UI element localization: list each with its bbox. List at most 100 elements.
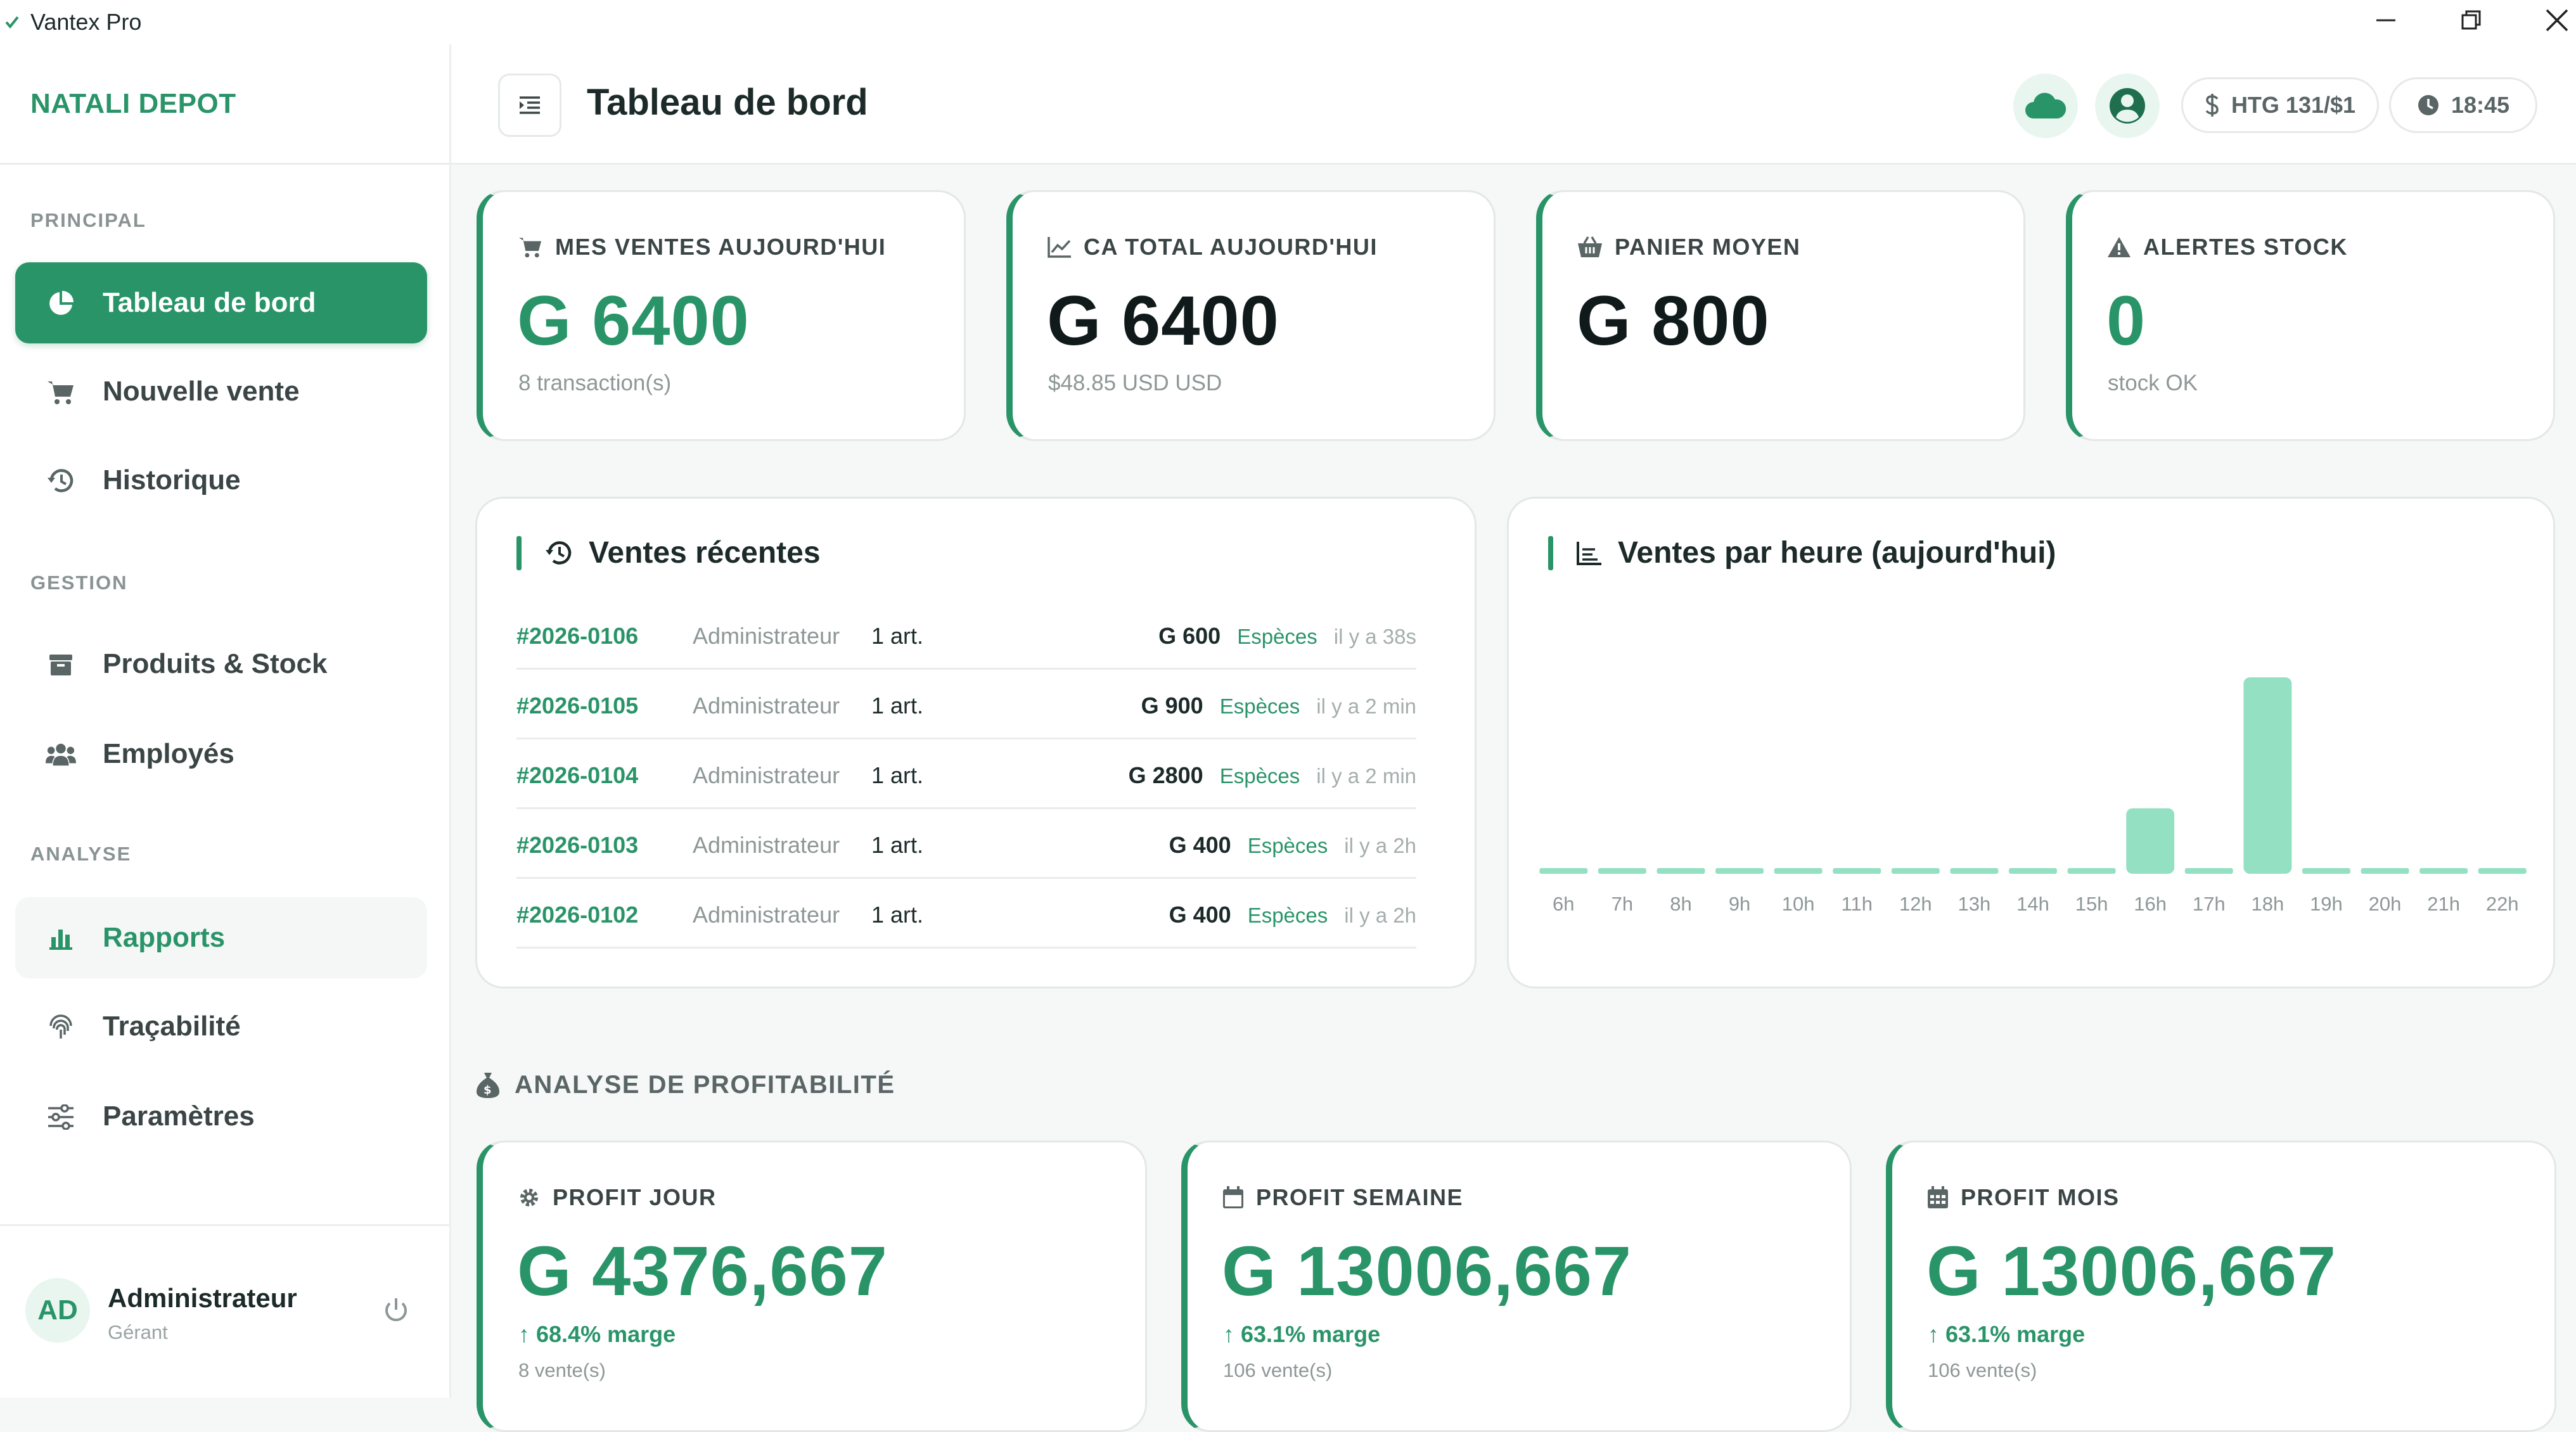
sidebar-item-rapports[interactable]: Rapports (15, 897, 427, 978)
sale-number[interactable]: #2026-0105 (516, 693, 639, 719)
chart-bar-17h (2184, 868, 2233, 874)
stat-label: CA TOTAL AUJOURD'HUI (1084, 234, 1378, 260)
cloud-sync-button[interactable] (2013, 74, 2078, 138)
user-account-button[interactable] (2095, 74, 2160, 138)
chart-tick-label: 7h (1612, 893, 1633, 915)
profit-margin: ↑ 63.1% marge (1223, 1321, 1380, 1348)
stat-label: ALERTES STOCK (2143, 234, 2348, 260)
sidebar-item-label: Rapports (103, 922, 226, 953)
chart-tick-label: 6h (1553, 893, 1574, 915)
profitability-heading-text: ANALYSE DE PROFITABILITÉ (515, 1071, 895, 1099)
chart-icon (1577, 541, 1601, 565)
sale-amount: G 400 (1169, 902, 1231, 928)
chart-bar-16h (2126, 808, 2175, 874)
chart-bar-20h (2361, 868, 2409, 874)
avatar[interactable]: AD (25, 1278, 90, 1343)
close-icon (2546, 9, 2568, 32)
stat-label-row: ALERTES STOCK (2106, 234, 2348, 260)
chart-bar-15h (2067, 868, 2116, 874)
sidebar-item-nouvelle-vente[interactable]: Nouvelle vente (15, 351, 427, 432)
table-row[interactable]: #2026-0105 Administrateur 1 art. G 900 Es… (516, 671, 1416, 739)
sale-meta: G 400 Espèces il y a 2h (1169, 832, 1416, 859)
clock-time: 18:45 (2451, 92, 2510, 118)
table-row[interactable]: #2026-0106 Administrateur 1 art. G 600 Es… (516, 601, 1416, 670)
menu-toggle-button[interactable] (498, 74, 561, 137)
arrow-up-icon: ↑ (518, 1321, 537, 1347)
close-button[interactable] (2527, 0, 2576, 41)
sale-meta: G 900 Espèces il y a 2 min (1141, 693, 1416, 719)
chart-bar-12h (1891, 868, 1940, 874)
sale-number[interactable]: #2026-0104 (516, 762, 639, 788)
stat-value: G 6400 (517, 282, 750, 360)
sale-payment: Espèces (1237, 625, 1317, 648)
profit-value: G 4376,667 (517, 1232, 888, 1310)
sale-user: Administrateur (693, 623, 840, 649)
warning-icon (2108, 237, 2131, 257)
money-bag-icon: $ (477, 1072, 499, 1098)
sidebar-item-historique[interactable]: Historique (15, 440, 427, 521)
sidebar-item-employes[interactable]: Employés (15, 713, 427, 795)
calendar-grid-icon (1928, 1186, 1948, 1208)
sale-meta: G 400 Espèces il y a 2h (1169, 902, 1416, 928)
sidebar-item-label: Historique (103, 464, 241, 495)
sale-amount: G 2800 (1128, 762, 1203, 788)
stat-value: G 6400 (1047, 282, 1279, 360)
cloud-icon (2025, 93, 2067, 118)
fingerprint-icon (46, 1013, 76, 1042)
sidebar-item-label: Nouvelle vente (103, 376, 300, 407)
chart-bar-22h (2478, 868, 2527, 874)
clock-badge: 18:45 (2389, 77, 2537, 133)
users-icon (46, 740, 76, 769)
sale-payment: Espèces (1219, 694, 1300, 718)
sidebar-item-label: Employés (103, 738, 234, 769)
sliders-icon (46, 1103, 76, 1132)
profit-sales-count: 106 vente(s) (1928, 1359, 2037, 1381)
stat-card-ca-total: CA TOTAL AUJOURD'HUI G 6400 $48.85 USD U… (1006, 190, 1496, 441)
logout-power-icon[interactable] (380, 1295, 412, 1326)
chart-tick-label: 21h (2427, 893, 2460, 915)
user-role: Gérant (108, 1321, 168, 1343)
box-icon (46, 650, 76, 679)
sale-amount: G 900 (1141, 693, 1203, 719)
stat-card-mes-ventes: MES VENTES AUJOURD'HUI G 6400 8 transact… (477, 190, 966, 441)
pie-chart-icon (46, 289, 76, 318)
profit-card-jour: PROFIT JOUR G 4376,667 ↑ 68.4% marge 8 v… (477, 1141, 1147, 1432)
chart-bar-19h (2302, 868, 2350, 874)
sidebar-item-parametres[interactable]: Paramètres (15, 1076, 427, 1157)
minimize-button[interactable] (2355, 0, 2416, 41)
table-row[interactable]: #2026-0103 Administrateur 1 art. G 400 Es… (516, 810, 1416, 879)
chart-tick-label: 16h (2134, 893, 2167, 915)
chart-bar-14h (2009, 868, 2057, 874)
restore-button[interactable] (2441, 0, 2502, 41)
sale-amount: G 400 (1169, 832, 1231, 858)
chart-bar-8h (1656, 868, 1705, 874)
sidebar-item-label: Produits & Stock (103, 648, 328, 679)
recent-sales-panel: Ventes récentes #2026-0106 Administrateu… (475, 497, 1477, 988)
chart-bar-18h (2243, 677, 2292, 874)
sale-number[interactable]: #2026-0102 (516, 902, 639, 928)
sale-number[interactable]: #2026-0106 (516, 623, 639, 649)
sale-time-ago: il y a 2 min (1316, 764, 1416, 788)
user-name: Administrateur (108, 1283, 297, 1313)
history-icon (546, 540, 572, 565)
sale-items: 1 art. (871, 693, 924, 719)
sale-amount: G 600 (1158, 623, 1221, 649)
sale-time-ago: il y a 2 min (1316, 694, 1416, 718)
profit-margin: ↑ 68.4% marge (518, 1321, 676, 1348)
table-row[interactable]: #2026-0104 Administrateur 1 art. G 2800 E… (516, 741, 1416, 809)
sale-payment: Espèces (1247, 904, 1328, 927)
section-label-principal: PRINCIPAL (30, 209, 146, 231)
sidebar-item-tracabilite[interactable]: Traçabilité (15, 986, 427, 1067)
profit-sales-count: 8 vente(s) (518, 1359, 606, 1381)
profit-margin-text: 63.1% marge (1945, 1321, 2086, 1347)
chart-tick-label: 8h (1670, 893, 1691, 915)
sale-number[interactable]: #2026-0103 (516, 832, 639, 858)
sale-user: Administrateur (693, 762, 840, 788)
table-row[interactable]: #2026-0102 Administrateur 1 art. G 400 Es… (516, 880, 1416, 949)
stat-value: G 800 (1577, 282, 1770, 360)
stat-label-row: MES VENTES AUJOURD'HUI (517, 234, 886, 260)
sidebar-item-produits-stock[interactable]: Produits & Stock (15, 623, 427, 705)
sidebar-item-tableau-de-bord[interactable]: Tableau de bord (15, 262, 427, 343)
clock-icon (2418, 95, 2438, 115)
chart-tick-label: 17h (2193, 893, 2226, 915)
